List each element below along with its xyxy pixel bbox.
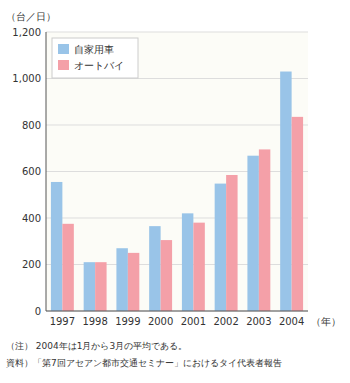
y-tick-label: 200 [22, 259, 41, 270]
x-tick-label: 2004 [279, 316, 304, 327]
legend-label: 自家用車 [74, 44, 114, 55]
legend-box [52, 38, 138, 78]
grid-line [46, 125, 308, 126]
bar [215, 184, 226, 311]
legend-label: オートバイ [74, 60, 124, 71]
y-tick-label: 0 [35, 306, 41, 317]
x-tick-label: 2000 [148, 316, 173, 327]
x-tick-label: 2001 [181, 316, 206, 327]
x-tick-label: 1997 [50, 316, 75, 327]
x-axis-label: （年） [311, 316, 341, 327]
chart: 0 200 400 600 800 1,000 1,200 1997 1998 1999 2000 2… [0, 0, 350, 383]
x-tick-label: 2002 [213, 316, 238, 327]
bar [280, 72, 291, 311]
legend-swatch [58, 44, 69, 54]
bar [95, 262, 106, 311]
x-axis [46, 311, 308, 312]
bars [51, 72, 303, 311]
legend: 自家用車オートバイ [52, 38, 138, 78]
legend-swatch [58, 60, 69, 70]
grid [46, 32, 308, 311]
bar [116, 248, 127, 311]
y-tick-label: 400 [22, 213, 41, 224]
note: 資料）「第7回アセアン都市交通セミナー」におけるタイ代表者報告 [6, 358, 282, 368]
y-axis [46, 32, 47, 311]
bar [51, 182, 62, 311]
bar [292, 117, 303, 311]
note: （注） 2004年は1月から3月の平均である。 [6, 341, 187, 351]
bar [259, 149, 270, 311]
bar [247, 156, 258, 311]
bar [193, 223, 204, 311]
y-tick-label: 1,200 [12, 27, 41, 38]
y-tick-label: 1,000 [12, 73, 41, 84]
x-tick-label: 1999 [115, 316, 140, 327]
x-tick-label: 2003 [246, 316, 271, 327]
y-tick-label: 800 [22, 120, 41, 131]
bar [149, 226, 160, 311]
bar [128, 253, 139, 311]
y-axis-label: （台／日） [6, 11, 56, 22]
bar [161, 240, 172, 311]
bar [84, 262, 95, 311]
plot-area [46, 32, 308, 311]
bar [182, 213, 193, 311]
x-tick-label: 1998 [82, 316, 107, 327]
grid-line [46, 32, 308, 33]
bar [226, 175, 237, 311]
y-tick-label: 600 [22, 166, 41, 177]
grid-line [46, 311, 308, 312]
bar [62, 224, 73, 311]
